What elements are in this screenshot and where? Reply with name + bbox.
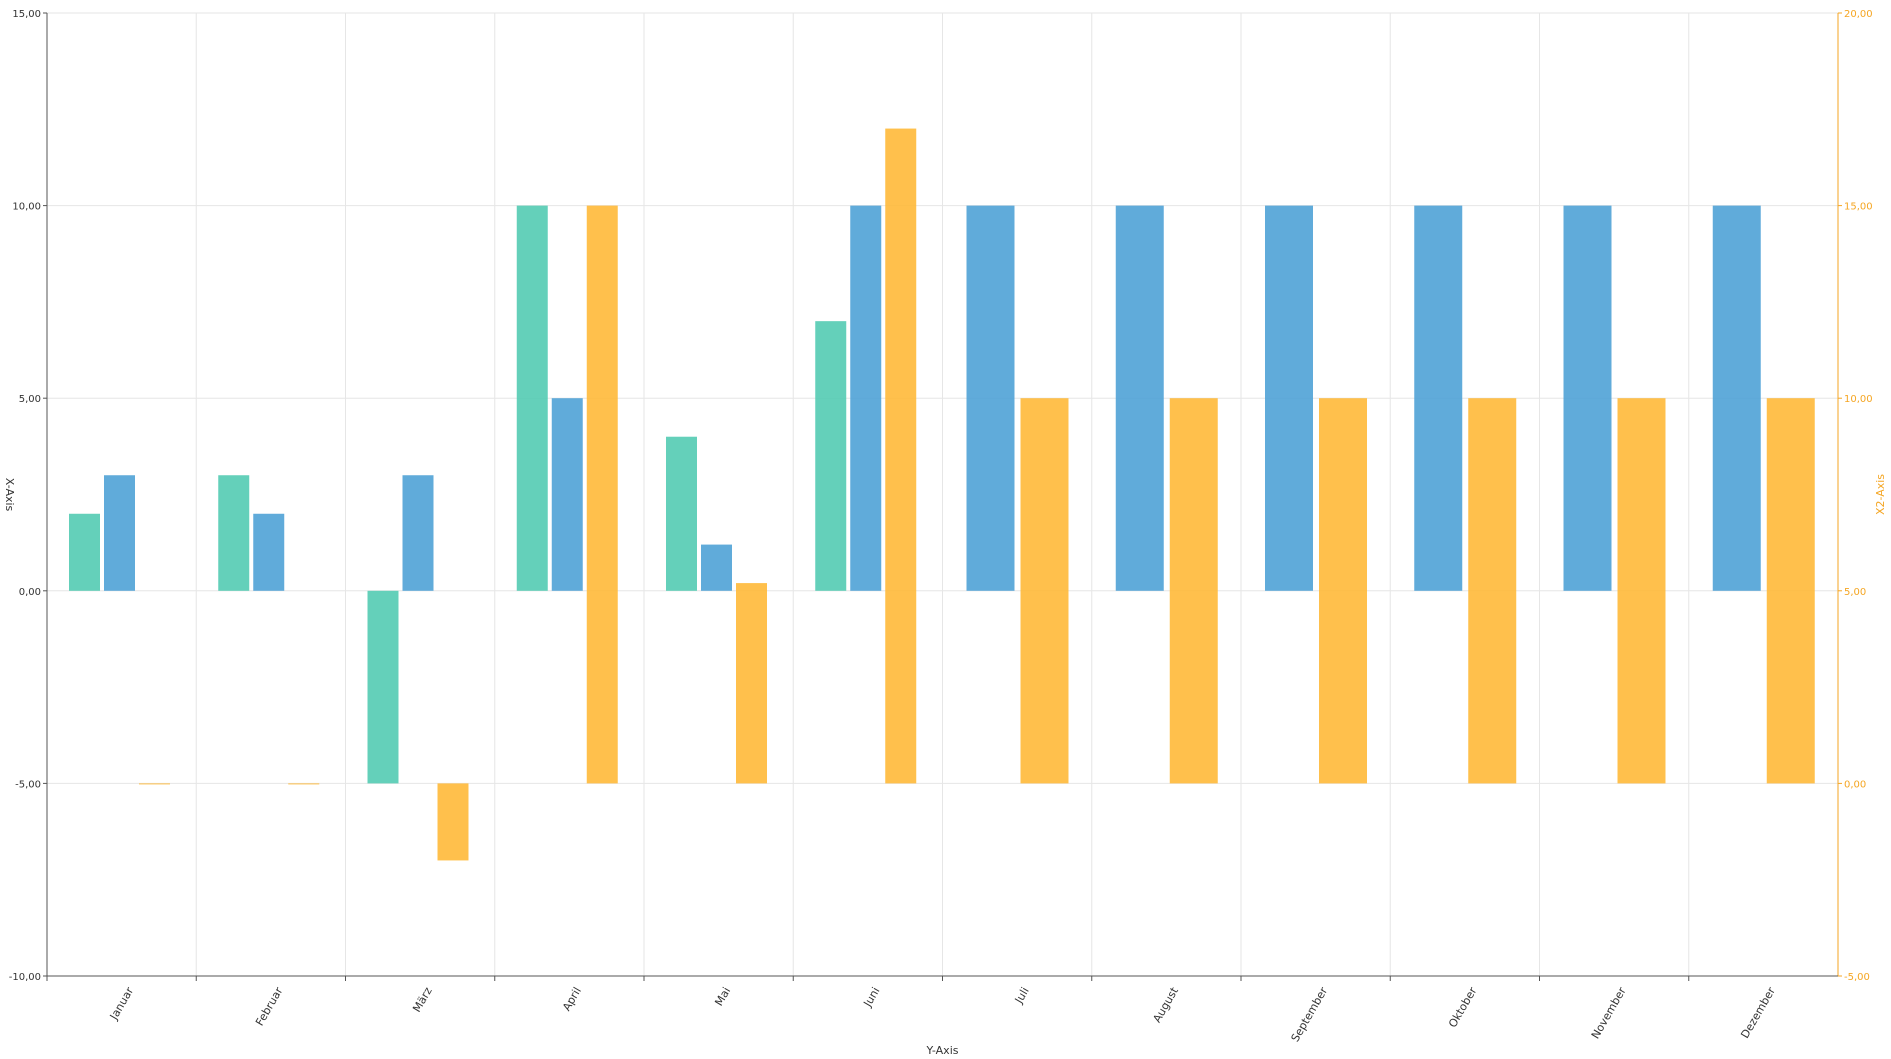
bar-märz-series-3	[437, 783, 469, 861]
x-tick-label: November	[1589, 985, 1629, 1041]
y-tick-label: 10,00	[12, 202, 41, 213]
y-axis-title: X-Axis	[3, 478, 16, 512]
y-tick-label: 0,00	[19, 587, 41, 598]
bar-august-series-2	[1115, 205, 1164, 591]
y2-tick-label: 10,00	[1844, 394, 1873, 405]
bar-april-series-3	[586, 205, 618, 784]
y2-axis-title: X2-Axis	[1874, 474, 1887, 515]
x-tick-label: Mai	[712, 985, 733, 1008]
y-tick-label: 15,00	[12, 9, 41, 20]
bar-märz-series-2	[402, 475, 434, 591]
y-tick-label: 5,00	[19, 394, 41, 405]
bar-februar-series-2	[253, 513, 285, 591]
bar-mai-series-3	[736, 583, 767, 784]
x-tick-label: August	[1150, 984, 1181, 1024]
bar-april-series-2	[551, 398, 583, 591]
bar-dezember-series-3	[1766, 398, 1815, 784]
bar-november-series-3	[1617, 398, 1666, 784]
bar-dezember-series-2	[1712, 205, 1761, 591]
gridlines	[46, 12, 1839, 977]
bar-september-series-3	[1319, 398, 1367, 784]
bar-januar-series-1	[69, 513, 100, 591]
bar-oktober-series-3	[1468, 398, 1517, 784]
y2-tick-label: -5,00	[1844, 972, 1870, 983]
bar-januar-series-3	[139, 783, 170, 785]
x-tick-label: April	[560, 985, 584, 1013]
bar-mai-series-2	[701, 544, 732, 591]
bars	[69, 128, 1815, 861]
bar-september-series-2	[1265, 205, 1313, 591]
bar-april-series-1	[516, 205, 548, 591]
axes	[43, 12, 1842, 981]
y2-tick-label: 5,00	[1844, 587, 1866, 598]
y-tick-label: -10,00	[9, 972, 41, 983]
bar-februar-series-3	[288, 783, 320, 785]
y-tick-label: -5,00	[15, 779, 41, 790]
bar-juli-series-2	[966, 205, 1015, 591]
x-tick-label: Februar	[253, 985, 286, 1028]
y2-tick-label: 20,00	[1844, 9, 1873, 20]
bar-februar-series-1	[218, 475, 250, 591]
bar-januar-series-2	[104, 475, 135, 591]
x-tick-label: Juni	[861, 985, 883, 1010]
bar-juni-series-2	[850, 205, 882, 591]
x-axis-title: Y-Axis	[926, 1044, 959, 1057]
x-tick-label: Juli	[1012, 985, 1032, 1007]
bar-juni-series-1	[815, 321, 847, 591]
y2-tick-label: 15,00	[1844, 202, 1873, 213]
bar-juni-series-3	[885, 128, 917, 784]
bar-november-series-2	[1563, 205, 1612, 591]
x-tick-label: März	[410, 985, 435, 1015]
bar-august-series-3	[1169, 398, 1218, 784]
x-tick-label: Januar	[107, 985, 137, 1023]
x-tick-label: September	[1289, 985, 1331, 1045]
y2-tick-label: 0,00	[1844, 779, 1866, 790]
bar-juli-series-3	[1020, 398, 1069, 784]
bar-märz-series-1	[367, 590, 399, 784]
x-tick-label: Dezember	[1738, 985, 1778, 1041]
bar-mai-series-1	[666, 436, 697, 591]
bar-oktober-series-2	[1414, 205, 1463, 591]
x-tick-label: Oktober	[1446, 985, 1480, 1030]
